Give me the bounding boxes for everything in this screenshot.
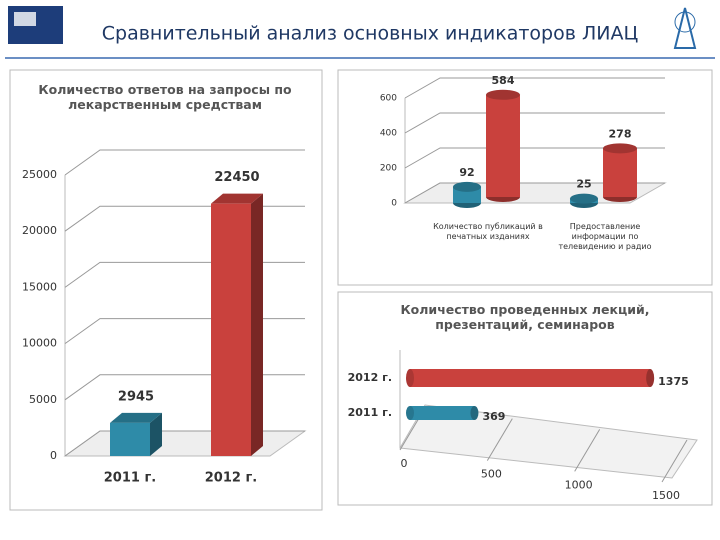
y-tick-label: 200 [380, 164, 397, 174]
y-tick-label: 2012 г. [348, 371, 392, 384]
x-tick-label: 1500 [652, 489, 680, 502]
grid-line [404, 77, 665, 99]
y-tick-label: 20000 [22, 224, 57, 237]
y-tick-label: 10000 [22, 337, 57, 350]
grid-line [404, 182, 665, 204]
bar [410, 406, 475, 420]
bar-start [406, 406, 414, 420]
logo-right-ring [674, 11, 696, 33]
page-title: Сравнительный анализ основных индикаторо… [102, 23, 638, 45]
bar-top [603, 143, 637, 154]
grid-line [64, 149, 305, 176]
x-tick-label: 1000 [565, 478, 593, 491]
y-tick-label: 15000 [22, 280, 57, 293]
bar-top [110, 412, 162, 423]
grid-line [661, 439, 688, 483]
y-tick-label: 25000 [22, 168, 57, 181]
grid-line [486, 418, 513, 461]
value-label: 22450 [214, 170, 259, 185]
y-tick-label: 0 [391, 199, 397, 209]
value-label: 278 [609, 127, 632, 140]
bar [486, 94, 520, 197]
value-label: 1375 [658, 375, 689, 388]
grid-line [404, 112, 665, 134]
value-label: 369 [482, 410, 505, 423]
bar [211, 203, 251, 456]
logo-left-mark [14, 12, 36, 26]
plot-floor [63, 430, 307, 457]
x-tick-label: 2011 г. [104, 471, 156, 486]
chart-title: Количество проведенных лекций, презентац… [400, 302, 650, 332]
value-label: 2945 [118, 389, 154, 404]
bar-top [211, 193, 263, 204]
bar-start [406, 369, 414, 387]
grid-line [404, 147, 665, 169]
y-tick-label: 5000 [29, 393, 57, 406]
x-tick-label: Количество публикаций в печатных издания… [433, 222, 543, 241]
y-tick-label: 600 [380, 94, 397, 104]
bar [410, 369, 651, 387]
bar-top [570, 193, 598, 204]
x-tick-label: 0 [401, 457, 408, 470]
value-label: 584 [492, 74, 515, 87]
x-tick-label: 2012 г. [205, 471, 257, 486]
value-label: 25 [576, 178, 591, 191]
panel [337, 69, 713, 286]
bar-side [150, 412, 162, 456]
x-tick-label: Предоставление информации по телевидению… [558, 222, 652, 251]
grid-line [574, 429, 601, 472]
bar [110, 422, 150, 456]
bar-end [470, 406, 479, 420]
bar-side [251, 193, 263, 457]
y-tick-label: 400 [380, 129, 397, 139]
y-tick-label: 2011 г. [348, 406, 392, 419]
chart-title: Количество ответов на запросы по лекарст… [38, 82, 292, 112]
value-label: 92 [459, 166, 474, 179]
y-tick-label: 0 [50, 449, 57, 462]
bar [603, 148, 637, 197]
logo-right [673, 7, 697, 49]
bar-end [646, 369, 655, 387]
bar-top [453, 181, 481, 192]
bar-top [486, 89, 520, 100]
x-tick-label: 500 [481, 468, 502, 481]
